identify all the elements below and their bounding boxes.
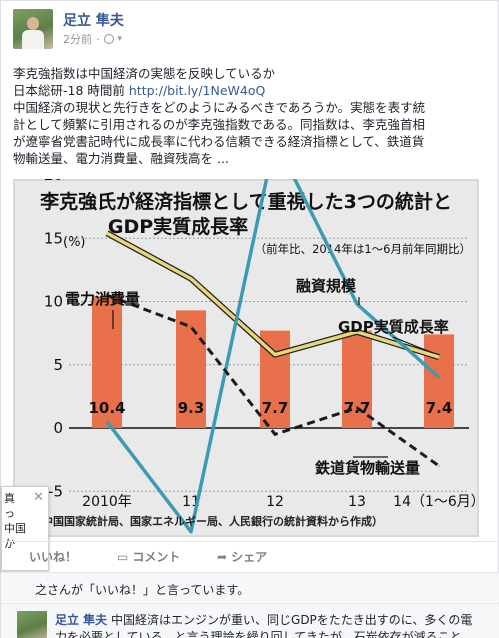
chart-ylabel: (%) bbox=[63, 235, 86, 250]
chart-title-line1: 李克強氏が経済指標として重視した3つの統計と bbox=[39, 190, 452, 213]
post-body-line: 計として頻繁に引用されるのが李克強指数である。同指数は、李克強首相 bbox=[13, 117, 426, 132]
loan-volume-line bbox=[105, 179, 441, 534]
author-avatar[interactable] bbox=[13, 9, 53, 49]
data-point bbox=[438, 465, 440, 467]
y-tick-label: 0 bbox=[53, 419, 63, 437]
post-body-line: 物輸送量、電力消費量、融資残高を ... bbox=[13, 151, 229, 166]
close-icon[interactable]: ✕ bbox=[33, 490, 44, 505]
comment-icon: ▭ bbox=[117, 549, 129, 564]
data-point bbox=[190, 531, 192, 533]
chart-image[interactable]: 李克強氏が経済指標として重視した3つの統計と GDP実質成長率 （前年比、201… bbox=[13, 179, 479, 537]
post-time[interactable]: 2分前 bbox=[63, 33, 92, 46]
data-point bbox=[190, 278, 192, 280]
gdp-bar bbox=[424, 334, 454, 428]
chart-subtitle: （前年比、2014年は1〜6月前年同期比） bbox=[255, 242, 471, 256]
data-point bbox=[274, 354, 276, 356]
post-headline: 李克強指数は中国経済の実態を反映しているか bbox=[13, 66, 276, 81]
source-prefix: 日本総研-18 時間前 bbox=[13, 83, 129, 98]
x-tick-label: 13 bbox=[348, 494, 366, 510]
comment-row: 足立 隼夫 中国経済はエンジンが重い、同じGDPをたたき出すのに、多くの電 力を… bbox=[1, 603, 499, 638]
gdp-bar-label: 9.3 bbox=[178, 399, 205, 417]
gdp-bar-label: 7.7 bbox=[262, 399, 289, 417]
y-tick-label: 15 bbox=[44, 229, 63, 247]
gdp-bar-label: 7.4 bbox=[426, 399, 453, 417]
share-icon: ➦ bbox=[217, 549, 228, 564]
like-label: いいね！ bbox=[29, 550, 78, 564]
data-point bbox=[438, 356, 440, 358]
series-label: GDP実質成長率 bbox=[338, 318, 449, 336]
y-tick-label: 10 bbox=[44, 293, 63, 311]
popup-line: か bbox=[4, 537, 15, 550]
chevron-down-icon[interactable]: ▾ bbox=[117, 34, 123, 44]
likes-summary[interactable]: 之さんが「いいね！」と言っています。 bbox=[1, 572, 499, 602]
commenter-avatar[interactable] bbox=[17, 611, 47, 638]
y-tick-label: 5 bbox=[53, 356, 63, 374]
commenter-name[interactable]: 足立 隼夫 bbox=[55, 613, 108, 627]
series-label: 鉄道貨物輸送量 bbox=[315, 459, 420, 477]
x-tick-label: 14（1〜6月） bbox=[393, 494, 479, 510]
separator: · bbox=[96, 32, 100, 46]
data-point bbox=[106, 294, 108, 296]
gdp-bar-label: 10.4 bbox=[88, 399, 125, 417]
author-name[interactable]: 足立 隼夫 bbox=[63, 13, 124, 29]
series-label: 融資規模 bbox=[296, 277, 357, 295]
comment-body: 中国経済はエンジンが重い、同じGDPをたたき出すのに、多くの電 bbox=[111, 613, 473, 627]
series-label: 電力消費量 bbox=[65, 290, 140, 308]
data-point bbox=[106, 232, 108, 234]
share-label: シェア bbox=[231, 550, 268, 564]
chart-source: （中国国家統計局、国家エネルギー局、人民銀行の統計資料から作成） bbox=[31, 514, 383, 528]
comment-button[interactable]: ▭ コメント bbox=[117, 548, 180, 565]
gdp-bar bbox=[176, 310, 206, 428]
data-point bbox=[106, 421, 108, 423]
data-point bbox=[274, 433, 276, 435]
y-tick-label: 20 bbox=[44, 179, 63, 184]
source-link[interactable]: http://bit.ly/1NeW4oQ bbox=[128, 83, 266, 98]
popup-line: 中国 bbox=[4, 522, 26, 535]
post-text: 李克強指数は中国経済の実態を反映しているか 日本総研-18 時間前 http:/… bbox=[13, 65, 491, 167]
data-point bbox=[438, 376, 440, 378]
post-body-line: が遼寧省党書記時代に成長率に代わる信頼できる経済指標として、鉄道貨 bbox=[13, 134, 425, 149]
comment-label: コメント bbox=[132, 550, 181, 564]
y-tick-label: -5 bbox=[48, 482, 63, 500]
comment-body-2: 力を必要としている。と言う理論を繰り回してきたが、石炭依存が減ること bbox=[55, 630, 462, 638]
x-tick-label: 2010年 bbox=[82, 494, 132, 510]
post-body-line: 中国経済の現状と先行きをどのようにみるべきであろうか。実態を表す統 bbox=[13, 100, 426, 115]
like-button[interactable]: いいね！ bbox=[29, 548, 77, 565]
popup-line: 真 bbox=[4, 492, 15, 505]
data-point bbox=[356, 407, 358, 409]
data-point bbox=[190, 326, 192, 328]
data-point bbox=[356, 331, 358, 333]
x-tick-label: 12 bbox=[266, 494, 284, 510]
leader-line bbox=[392, 336, 434, 354]
data-point bbox=[356, 303, 358, 305]
chart-title-line2: GDP実質成長率 bbox=[108, 215, 248, 238]
comment-text: 足立 隼夫 中国経済はエンジンが重い、同じGDPをたたき出すのに、多くの電 力を… bbox=[55, 612, 495, 638]
post-source: 日本総研-18 時間前 http://bit.ly/1NeW4oQ bbox=[13, 82, 491, 99]
share-button[interactable]: ➦ シェア bbox=[217, 548, 267, 565]
post-actions: いいね！ ▭ コメント ➦ シェア bbox=[1, 541, 499, 571]
chart-svg: 李克強氏が経済指標として重視した3つの統計と GDP実質成長率 （前年比、201… bbox=[13, 179, 479, 537]
globe-icon bbox=[103, 34, 114, 44]
post-meta: 2分前 · ▾ bbox=[63, 31, 122, 47]
notification-popup[interactable]: ✕ 真 っ 中国 か bbox=[1, 486, 49, 571]
gdp-bar bbox=[92, 296, 122, 428]
popup-line: っ bbox=[4, 507, 15, 520]
